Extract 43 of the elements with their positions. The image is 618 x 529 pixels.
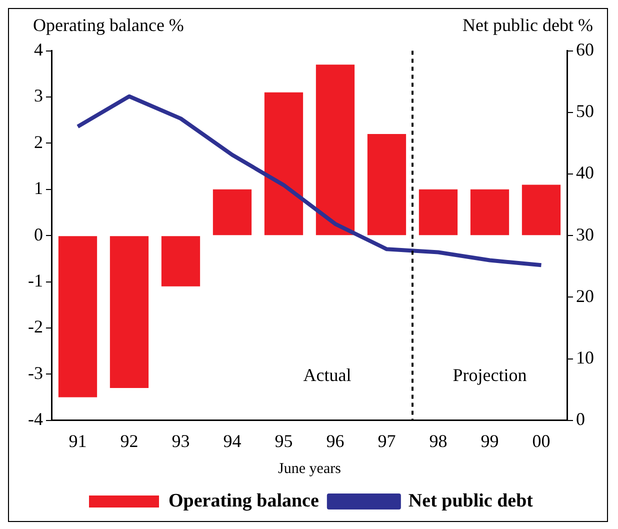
y2-tick-label: 20 xyxy=(576,286,594,306)
y2-tick-label: 30 xyxy=(576,224,594,244)
annotation: Actual xyxy=(303,364,352,385)
y2-tick-label: 40 xyxy=(576,162,594,183)
y-tick-label: 0 xyxy=(34,224,43,244)
y-tick-label: -3 xyxy=(28,362,43,383)
x-tick-label: 96 xyxy=(326,430,344,451)
x-tick-label: 97 xyxy=(378,430,396,451)
bar xyxy=(367,134,406,236)
x-tick-label: 94 xyxy=(223,430,242,451)
y-tick-label: 1 xyxy=(34,178,43,198)
legend-label: Operating balance xyxy=(168,490,319,512)
bar xyxy=(212,189,252,236)
annotation: Projection xyxy=(452,364,527,385)
bar xyxy=(470,189,510,236)
x-tick-label: 00 xyxy=(532,430,550,451)
y2-tick-label: 50 xyxy=(576,101,594,122)
y-axis-title: Operating balance % xyxy=(33,15,184,37)
x-tick-label: 93 xyxy=(172,430,190,451)
legend-label: Net public debt xyxy=(408,490,534,512)
y-tick-label: -4 xyxy=(28,409,43,430)
y2-tick-label: 0 xyxy=(576,409,585,430)
x-tick-label: 92 xyxy=(120,430,138,451)
bar xyxy=(161,236,200,286)
y2-tick-label: 60 xyxy=(576,40,594,60)
x-axis-title: June years xyxy=(278,460,342,477)
bar xyxy=(316,64,355,236)
bar xyxy=(418,189,458,236)
bar xyxy=(264,92,304,236)
y-tick-label: -2 xyxy=(28,316,43,337)
y-tick-label: 4 xyxy=(34,40,43,60)
bar xyxy=(522,184,561,236)
y2-axis-title: Net public debt % xyxy=(462,15,593,37)
y-tick-label: 3 xyxy=(34,86,43,106)
x-tick-label: 95 xyxy=(274,430,293,451)
x-tick-label: 91 xyxy=(68,430,87,451)
x-tick-label: 98 xyxy=(429,430,448,451)
bar xyxy=(58,236,98,398)
bar xyxy=(110,236,149,388)
y-tick-label: 2 xyxy=(34,132,43,152)
x-tick-label: 99 xyxy=(480,430,499,451)
y2-tick-label: 10 xyxy=(576,348,594,368)
y-tick-label: -1 xyxy=(28,270,43,291)
